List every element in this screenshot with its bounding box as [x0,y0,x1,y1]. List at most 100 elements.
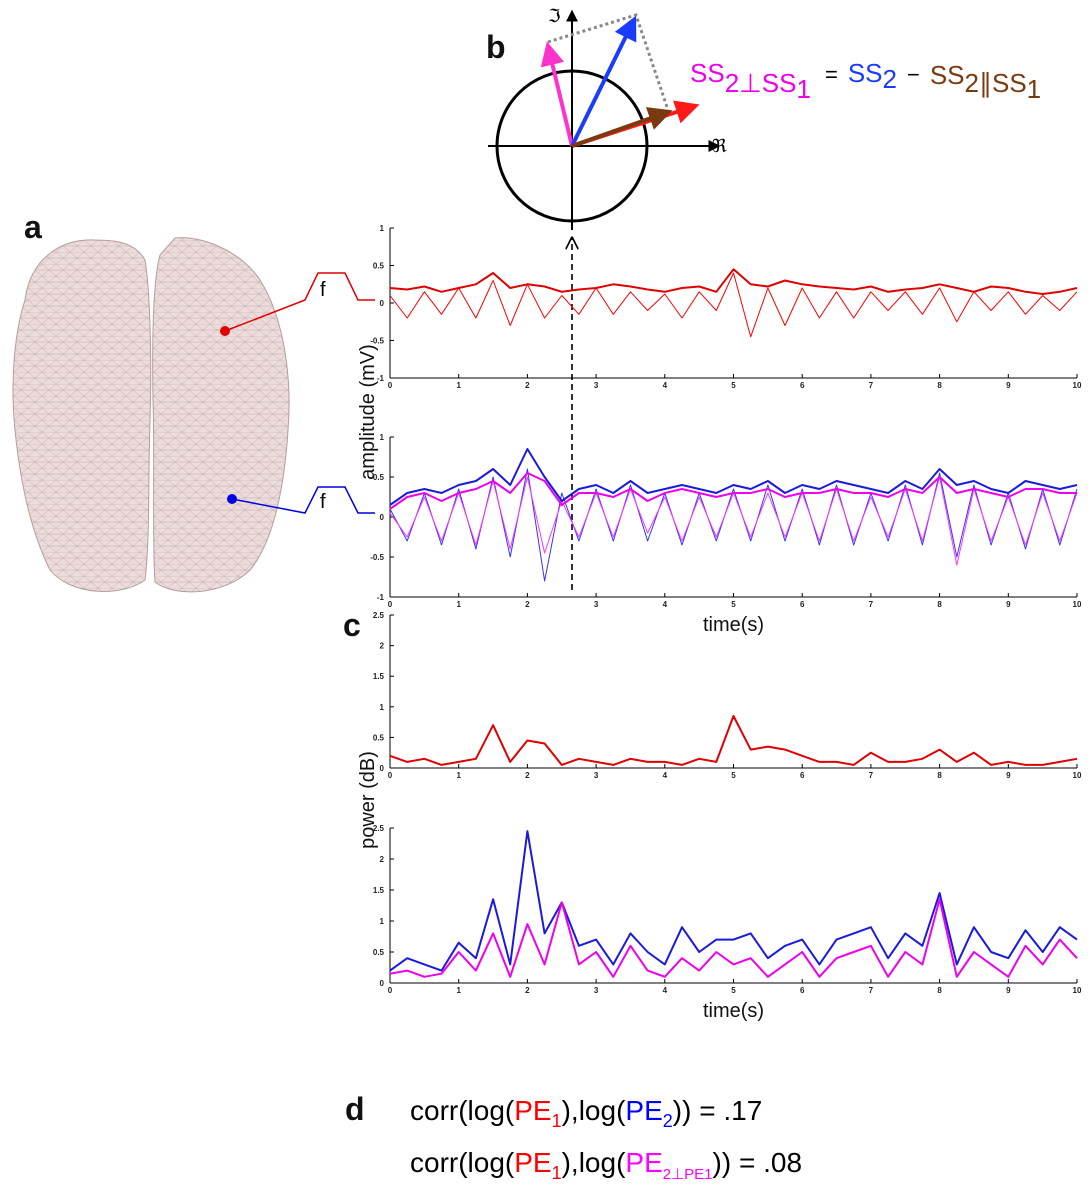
x-axis-label: time(s) [703,614,764,636]
y-axis-label: power (dB) [357,751,379,849]
x-tick-label: 5 [731,381,736,390]
corr-part: 2 [663,1111,673,1131]
phasor-diagram [488,9,721,230]
y-tick-label: 0.5 [373,473,385,482]
x-tick-label: 2 [525,381,530,390]
filter-label: f [320,279,326,301]
x-tick-label: 7 [869,771,874,780]
y-tick-label: 2 [380,642,385,651]
x-tick-label: 1 [456,986,461,995]
series-line [389,715,1078,766]
real-axis-label: ℜ [712,136,727,156]
eq-part: SS [930,60,965,90]
y-tick-label: 1 [380,917,385,926]
eq-part: − [907,62,920,87]
x-axis-label: time(s) [703,1000,764,1022]
eq-part: 1 [1027,74,1041,104]
eq-part: SS [690,58,725,88]
x-tick-label: 4 [663,600,668,609]
y-tick-label: 0 [380,764,385,773]
x-tick-label: 0 [388,600,393,609]
x-tick-label: 0 [388,771,393,780]
x-tick-label: 2 [525,986,530,995]
imag-axis-label: ℑ [548,6,561,26]
x-tick-label: 4 [663,986,668,995]
corr-part: corr(log( [410,1095,515,1126]
panel-label: b [486,29,506,65]
eq-part: = [825,62,838,87]
corr-part: ),log( [562,1147,626,1178]
x-tick-label: 6 [800,381,805,390]
x-tick-label: 7 [869,381,874,390]
x-tick-label: 2 [525,600,530,609]
x-tick-label: 9 [1006,381,1011,390]
x-tick-label: 10 [1073,600,1082,609]
y-tick-label: 2 [380,855,385,864]
x-tick-label: 3 [594,986,599,995]
equation: SS2⊥SS1 = SS2− SS2∥SS1 [690,58,1041,104]
corr-part: 2⊥PE1 [663,1166,713,1183]
x-tick-label: 0 [388,986,393,995]
x-tick-label: 6 [800,600,805,609]
x-tick-label: 4 [663,381,668,390]
x-tick-label: 9 [1006,986,1011,995]
y-tick-label: -1 [377,593,385,602]
corr-part: PE [514,1095,551,1126]
y-tick-label: -0.5 [370,553,384,562]
x-tick-label: 7 [869,986,874,995]
x-tick-label: 6 [800,986,805,995]
corr-part: 1 [552,1163,562,1183]
panel-label: c [343,607,361,643]
y-tick-label: 2.5 [373,824,385,833]
y-tick-label: 0 [380,513,385,522]
x-tick-label: 1 [456,771,461,780]
y-tick-label: 1 [380,703,385,712]
x-tick-label: 10 [1073,986,1082,995]
corr-part: PE [625,1095,662,1126]
y-tick-label: -0.5 [370,337,384,346]
corr-part: PE [625,1147,662,1178]
corr-line: corr(log(PE1),log(PE2)) = .17 [410,1095,762,1131]
series-line [389,272,1078,338]
filter-label: f [320,491,326,513]
x-tick-label: 5 [731,600,736,609]
eq-part: 2⊥SS [725,68,797,98]
brain [12,237,290,593]
x-tick-label: 3 [594,600,599,609]
y-tick-label: 0.5 [373,733,385,742]
x-tick-label: 10 [1073,381,1082,390]
series-line [389,898,1078,978]
series-line [389,830,1078,972]
y-tick-label: 0.5 [373,948,385,957]
y-tick-label: 1.5 [373,672,385,681]
series-line [389,268,1078,295]
x-tick-label: 4 [663,771,668,780]
x-tick-label: 6 [800,771,805,780]
y-tick-label: -1 [377,374,385,383]
panel-label: d [345,1091,365,1127]
x-tick-label: 1 [456,600,461,609]
corr-part: PE [514,1147,551,1178]
series-line [389,472,1077,510]
y-axis-label: amplitude (mV) [357,344,379,480]
y-tick-label: 0.5 [373,262,385,271]
x-tick-label: 7 [869,600,874,609]
x-tick-label: 8 [937,771,942,780]
filter-blue [227,486,375,514]
y-tick-label: 1 [380,433,385,442]
x-tick-label: 3 [594,771,599,780]
eq-part: 1 [796,74,810,104]
x-tick-label: 8 [937,986,942,995]
corr-part: corr(log( [410,1147,515,1178]
x-tick-label: 8 [937,600,942,609]
corr-part: )) = .08 [713,1147,802,1178]
y-tick-label: 0 [380,299,385,308]
x-tick-label: 2 [525,771,530,780]
x-tick-label: 3 [594,381,599,390]
x-tick-label: 5 [731,986,736,995]
x-tick-label: 1 [456,381,461,390]
y-tick-label: 0 [380,979,385,988]
eq-part: SS [848,58,883,88]
corr-line: corr(log(PE1),log(PE2⊥PE1)) = .08 [410,1147,802,1183]
